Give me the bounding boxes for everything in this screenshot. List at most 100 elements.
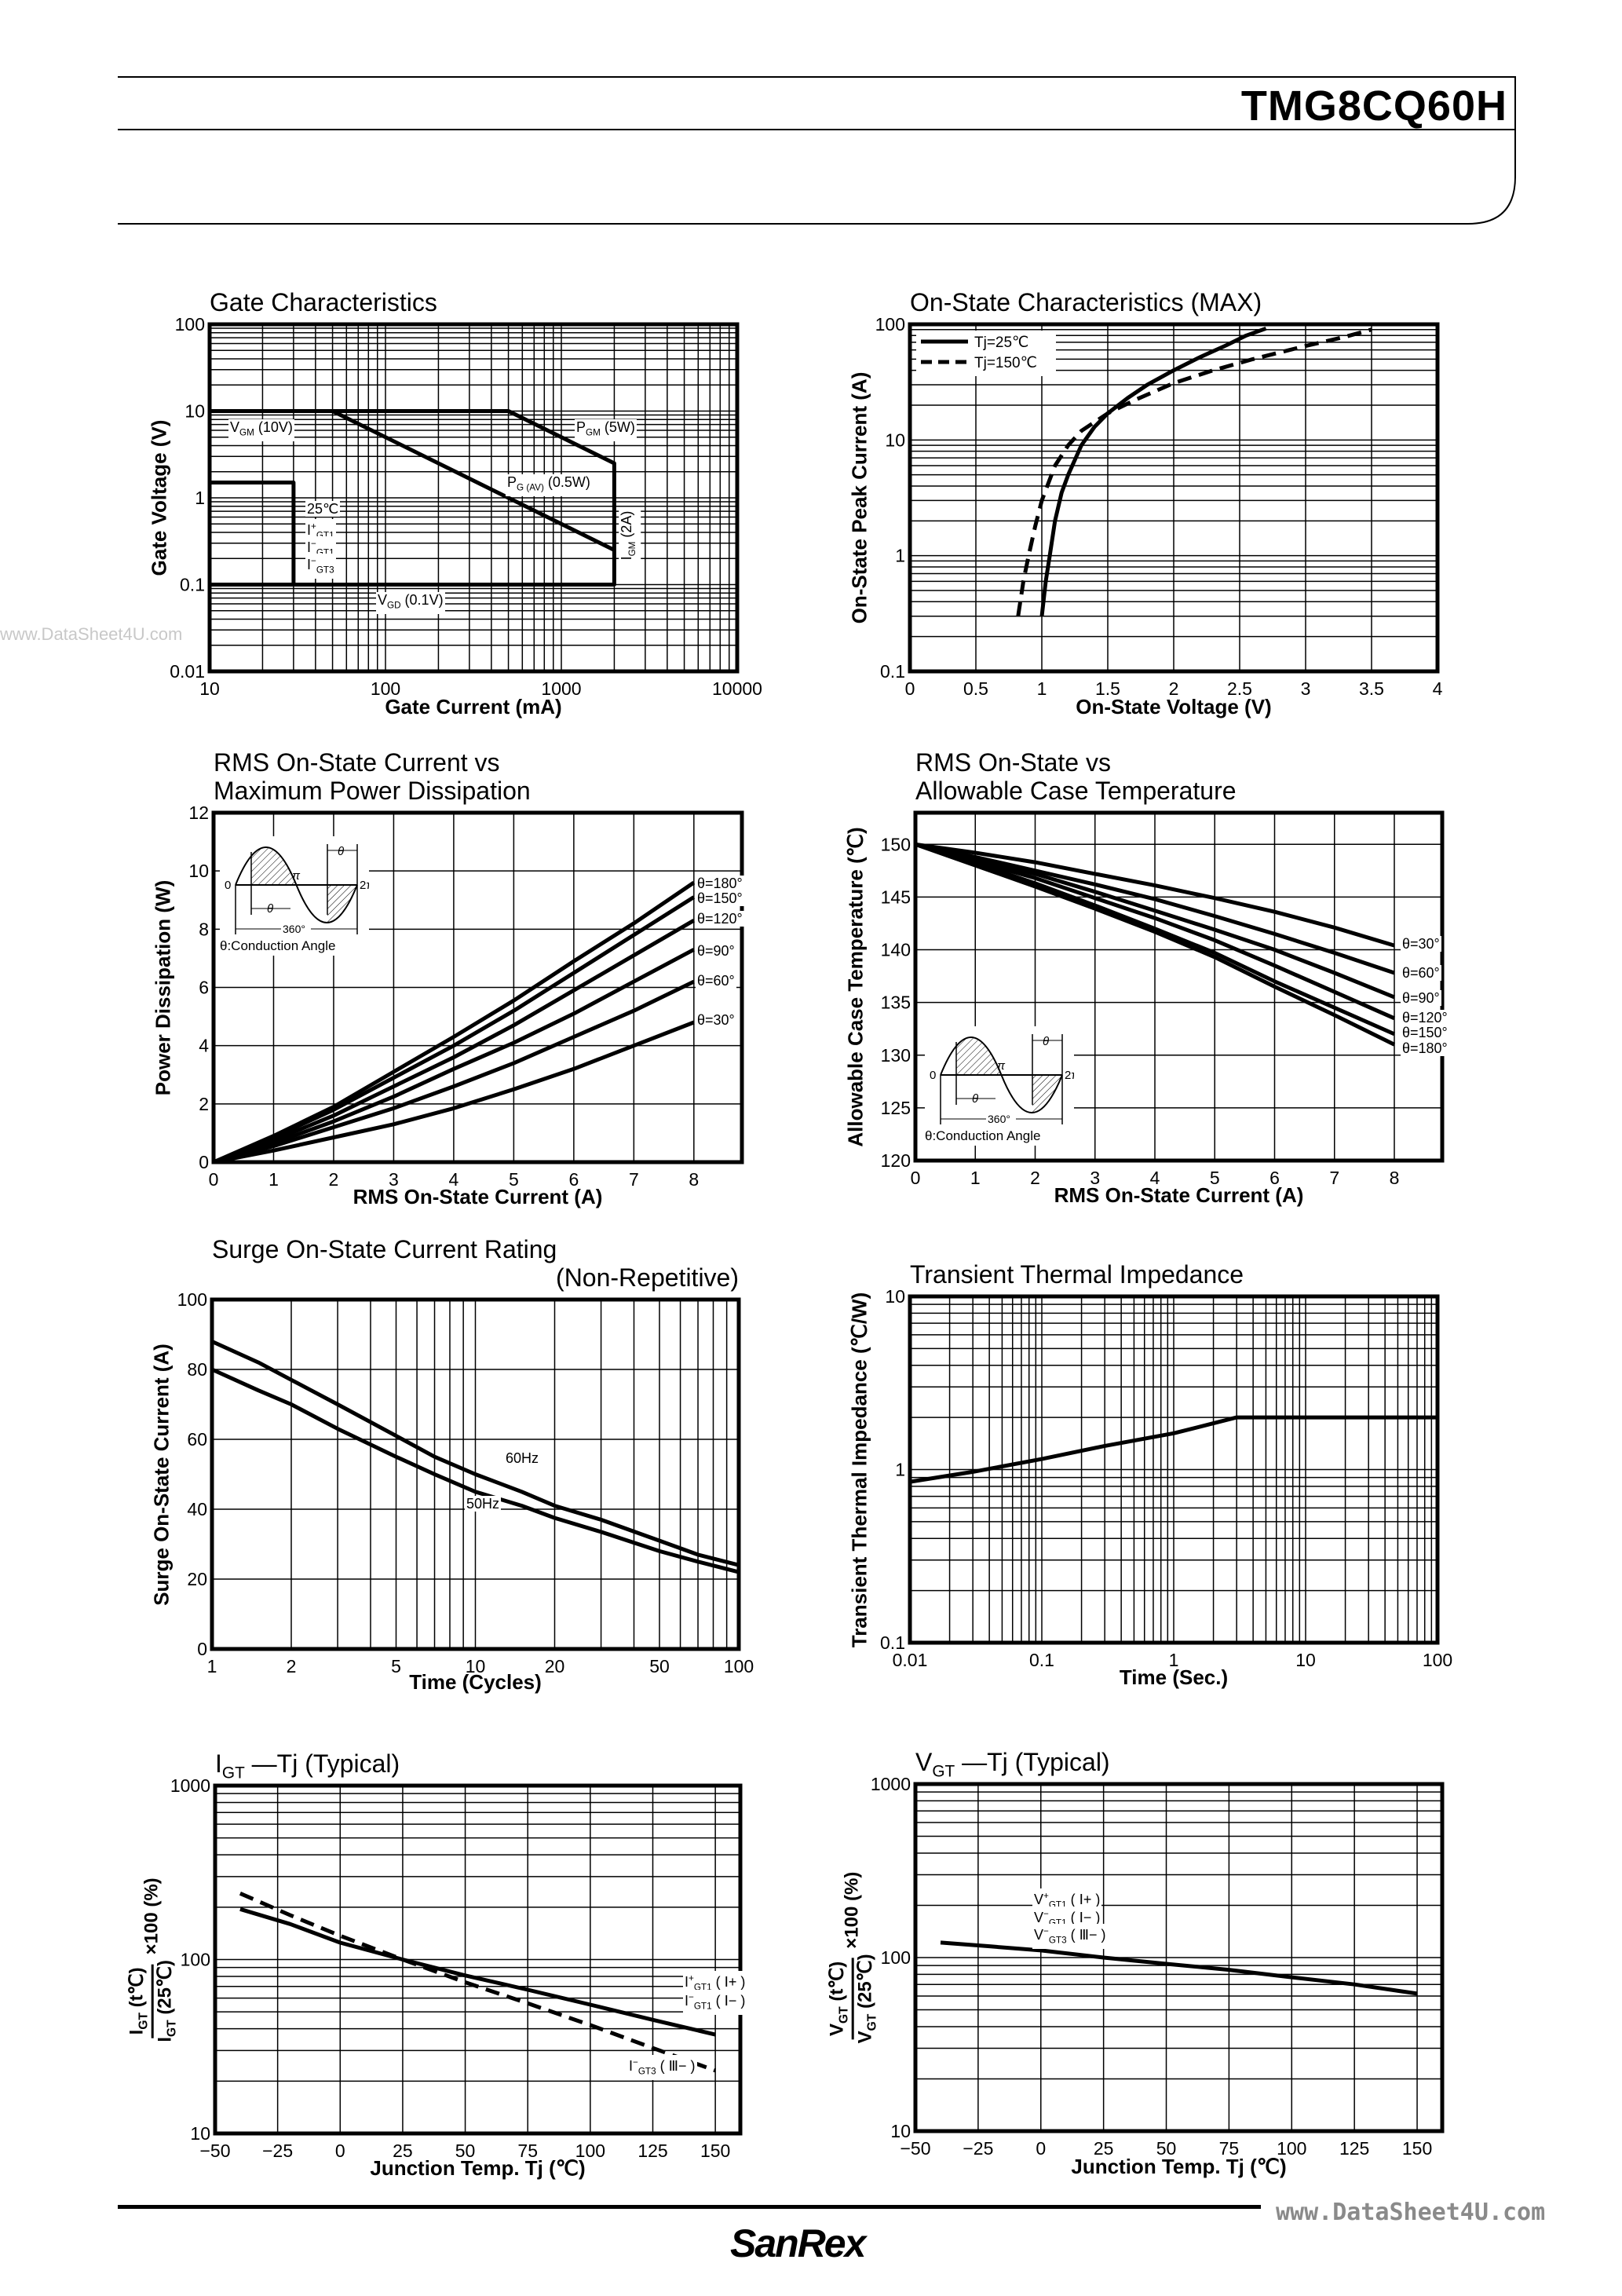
annotation-sub: GD bbox=[387, 600, 401, 611]
x-tick-label: 2 bbox=[287, 1656, 297, 1676]
title-base: V bbox=[915, 1748, 933, 1776]
annotation-base: V bbox=[1034, 1927, 1044, 1943]
chart-title: RMS On-State Current vs Maximum Power Di… bbox=[214, 748, 531, 805]
grid bbox=[214, 1786, 740, 2134]
x-tick-label: 1 bbox=[970, 1168, 981, 1188]
series-label: θ=90° bbox=[696, 943, 736, 959]
x-tick-label: 20 bbox=[545, 1656, 565, 1676]
annotation-base: I bbox=[307, 539, 312, 555]
plot-area: −50 −25 0 25 50 75 100 125 150 10 100 1000 bbox=[170, 1775, 743, 2161]
annotation-base: V bbox=[230, 419, 240, 435]
ylabel-den: I bbox=[154, 2036, 176, 2042]
grid bbox=[915, 1784, 1442, 2132]
annotation-base: P bbox=[576, 419, 586, 435]
series-label: 50Hz bbox=[465, 1496, 502, 1512]
series-label: θ=30° bbox=[1401, 936, 1441, 952]
x-tick-label: 50 bbox=[649, 1656, 670, 1676]
y-tick-label: 12 bbox=[188, 803, 209, 823]
part-number-title: TMG8CQ60H bbox=[1240, 82, 1507, 130]
x-tick-label: 25 bbox=[393, 2141, 413, 2161]
sine-wave-icon: 0 π 2π θ θ 360° bbox=[930, 1034, 1080, 1125]
x-tick-label: 1 bbox=[207, 1656, 217, 1676]
annotation-base: V bbox=[378, 592, 388, 608]
x-tick-label: 1.5 bbox=[1095, 678, 1120, 699]
annotation-rest: (10V) bbox=[254, 419, 293, 435]
chart-annotation: IGM (2A) bbox=[619, 509, 641, 562]
x-tick-label: 25 bbox=[1094, 2138, 1114, 2159]
plot-frame bbox=[207, 322, 740, 674]
x-tick-label: 7 bbox=[1329, 1168, 1339, 1188]
y-axis-label: Power Dissipation (W) bbox=[151, 879, 175, 1095]
annotation-base: I bbox=[619, 556, 635, 561]
title-sub: GT bbox=[221, 1764, 245, 1782]
series-line-4 bbox=[213, 979, 695, 1164]
annotation-sup: + bbox=[1043, 1891, 1049, 1901]
series-line-0 bbox=[210, 409, 616, 587]
legend-label: Tj=150℃ bbox=[974, 355, 1037, 371]
x-tick-label: 0 bbox=[905, 678, 915, 699]
series-line-0 bbox=[210, 1340, 740, 1567]
y-tick-label: 125 bbox=[881, 1098, 911, 1118]
x-tick-label: 2 bbox=[1169, 678, 1179, 699]
annotation-base: 25℃ bbox=[307, 501, 339, 517]
x-tick-label: 50 bbox=[455, 2141, 476, 2161]
theta-label: θ bbox=[972, 1092, 978, 1106]
ylabel-den-rest: (25℃) bbox=[854, 1954, 876, 2014]
series-label: θ=150° bbox=[696, 890, 744, 906]
y-tick-label: 100 bbox=[181, 1950, 210, 1970]
x-tick-label: −25 bbox=[262, 2141, 293, 2161]
x-tick-label: 8 bbox=[1390, 1168, 1400, 1188]
conduction-angle-caption: θ:Conduction Angle bbox=[925, 1128, 1041, 1143]
plot-frame bbox=[908, 322, 1440, 674]
series-label: θ=150° bbox=[1401, 1025, 1449, 1040]
x-tick-label: 1 bbox=[1169, 1650, 1179, 1670]
chart-title-line2: Allowable Case Temperature bbox=[915, 777, 1237, 805]
series-label: θ=180° bbox=[1401, 1040, 1449, 1056]
x-axis-label: Time (Cycles) bbox=[409, 1670, 542, 1694]
igt-vs-tj-chart: IGT —Tj (Typical) −50 −25 0 25 50 75 100 125 150… bbox=[125, 1749, 747, 2180]
x-tick-label: 10000 bbox=[712, 678, 762, 699]
ylabel-suffix: ×100 (%) bbox=[841, 1871, 863, 1954]
x-tick-label: 3 bbox=[389, 1169, 399, 1190]
sine-wave-icon: 0 π 2π θ θ 360° bbox=[225, 844, 374, 935]
y-tick-label: 60 bbox=[187, 1429, 207, 1450]
x-tick-label: 6 bbox=[1269, 1168, 1280, 1188]
plot-frame bbox=[913, 1782, 1445, 2133]
grid bbox=[909, 324, 1438, 672]
annotation-sub: GM bbox=[239, 427, 254, 438]
annotation-sup: − bbox=[311, 539, 316, 549]
y-axis-label: Allowable Case Temperature (℃) bbox=[843, 826, 868, 1147]
gate-characteristics-chart: Gate Characteristics 10 100 1000 10000 0.01 0… bbox=[148, 288, 762, 718]
series-line-1 bbox=[239, 1892, 716, 2073]
y-tick-label: 100 bbox=[875, 314, 905, 335]
y-axis-label: Transient Thermal Impedance (℃/W) bbox=[847, 1292, 871, 1647]
y-tick-label: 1 bbox=[895, 546, 905, 566]
chart-title-line2: (Non-Repetitive) bbox=[556, 1263, 739, 1292]
annotation-rest: ( Ⅲ− ) bbox=[1066, 1927, 1106, 1943]
y-tick-label: 130 bbox=[881, 1045, 911, 1066]
plot-frame bbox=[210, 1297, 741, 1651]
x-axis-label: RMS On-State Current (A) bbox=[353, 1185, 603, 1208]
conduction-angle-caption: θ:Conduction Angle bbox=[220, 938, 336, 953]
annotation-sub: G (AV) bbox=[517, 482, 544, 493]
x-tick-label: 0 bbox=[335, 2141, 345, 2161]
x-tick-label: 3 bbox=[1090, 1168, 1100, 1188]
footer-watermark: www.DataSheet4U.com bbox=[1276, 2199, 1546, 2226]
x-axis-label: RMS On-State Current (A) bbox=[1054, 1183, 1304, 1207]
x-axis-label: Gate Current (mA) bbox=[385, 695, 562, 718]
y-tick-label: 10 bbox=[885, 1286, 905, 1307]
sanrex-logo: SanRex bbox=[730, 2221, 866, 2265]
series-label: θ=90° bbox=[1401, 990, 1441, 1006]
chart-title: VGT —Tj (Typical) bbox=[915, 1748, 1110, 1786]
zero-label: 0 bbox=[225, 879, 231, 892]
y-tick-label: 2 bbox=[199, 1094, 209, 1114]
legend-label: Tj=25℃ bbox=[974, 335, 1028, 351]
chart-annotation: VGD (0.1V) bbox=[376, 592, 445, 614]
title-rest: —Tj (Typical) bbox=[955, 1748, 1110, 1776]
ylabel-num: V bbox=[826, 2023, 848, 2037]
ylabel-suffix: ×100 (%) bbox=[141, 1877, 163, 1960]
title-base: I bbox=[215, 1749, 222, 1778]
annotation-rest: ( Ⅲ− ) bbox=[656, 2058, 696, 2074]
chart-title-line1: RMS On-State vs bbox=[915, 748, 1111, 777]
x-tick-label: 0.01 bbox=[893, 1650, 928, 1670]
